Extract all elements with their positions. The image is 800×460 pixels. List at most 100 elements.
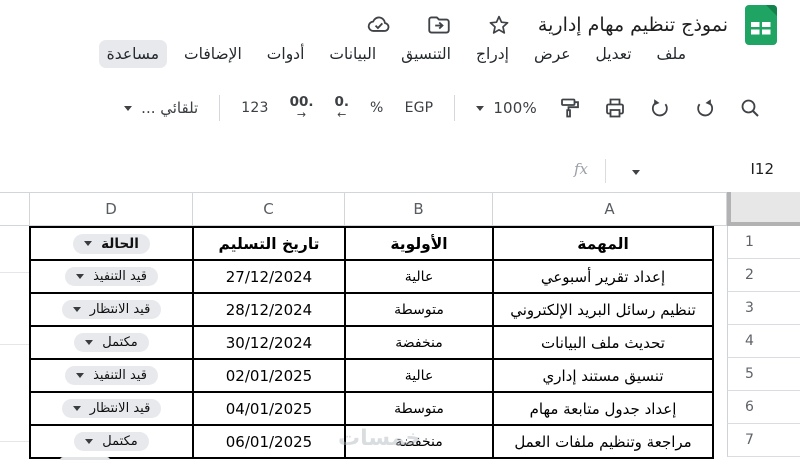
- due-date-cell[interactable]: 02/01/2025: [193, 359, 345, 392]
- priority-cell[interactable]: عالية: [345, 260, 493, 293]
- menu-view[interactable]: عرض: [533, 45, 571, 63]
- formula-bar: I12 fx: [0, 152, 800, 190]
- status-dropdown[interactable]: قيد التنفيذ: [65, 366, 158, 385]
- status-dropdown[interactable]: قيد الانتظار: [61, 300, 162, 319]
- header-priority-cell[interactable]: الأولوية: [345, 227, 493, 260]
- decrease-decimal-arrow-icon: ←: [337, 107, 347, 121]
- row-header-2[interactable]: 2: [727, 259, 800, 292]
- chevron-down-icon: [85, 439, 94, 444]
- status-cell[interactable]: مكتمل: [30, 425, 193, 458]
- status-cell[interactable]: قيد التنفيذ: [30, 359, 193, 392]
- status-label: مكتمل: [102, 434, 138, 449]
- priority-cell[interactable]: متوسطة: [345, 392, 493, 425]
- due-date-cell[interactable]: 30/12/2024: [193, 326, 345, 359]
- undo-icon[interactable]: [648, 96, 672, 120]
- status-dropdown[interactable]: مكتمل: [74, 432, 149, 451]
- gridline: [0, 344, 29, 345]
- cloud-saved-icon[interactable]: [366, 12, 392, 38]
- status-dropdown[interactable]: مكتمل: [74, 333, 149, 352]
- status-dropdown[interactable]: قيد التنفيذ: [65, 267, 158, 286]
- task-cell[interactable]: إعداد جدول متابعة مهام: [493, 392, 713, 425]
- task-cell[interactable]: إعداد تقرير أسبوعي: [493, 260, 713, 293]
- redo-icon[interactable]: [693, 96, 717, 120]
- status-label: قيد الانتظار: [89, 401, 151, 416]
- decrease-decimal-button[interactable]: .0 ←: [335, 96, 350, 120]
- row-header-3[interactable]: 3: [727, 292, 800, 325]
- chevron-down-icon[interactable]: [632, 170, 640, 175]
- move-to-folder-icon[interactable]: [426, 12, 452, 38]
- gridline: [0, 272, 29, 273]
- increase-decimal-button[interactable]: .00 →: [290, 96, 314, 120]
- status-cell[interactable]: قيد الانتظار: [30, 392, 193, 425]
- task-cell[interactable]: مراجعة وتنظيم ملفات العمل: [493, 425, 713, 458]
- decrease-decimal-label: .0: [334, 94, 350, 111]
- chevron-down-icon: [72, 406, 81, 411]
- due-date-cell[interactable]: 04/01/2025: [193, 392, 345, 425]
- column-header-row: D C B A: [0, 192, 727, 226]
- row-header-5[interactable]: 5: [727, 358, 800, 391]
- row-header-4[interactable]: 4: [727, 325, 800, 358]
- due-date-cell[interactable]: 06/01/2025: [193, 425, 345, 458]
- status-label: مكتمل: [102, 335, 138, 350]
- chevron-down-icon: [124, 105, 133, 111]
- menu-format[interactable]: التنسيق: [401, 45, 451, 63]
- task-cell[interactable]: تنظيم رسائل البريد الإلكتروني: [493, 293, 713, 326]
- title-bar: نموذج تنظيم مهام إدارية: [332, 2, 782, 48]
- task-cell[interactable]: تحديث ملف البيانات: [493, 326, 713, 359]
- increase-decimal-arrow-icon: →: [296, 107, 307, 121]
- task-cell[interactable]: تنسيق مستند إداري: [493, 359, 713, 392]
- menu-insert[interactable]: إدراج: [475, 45, 509, 63]
- menu-bar: ملف تعديل عرض إدراج التنسيق البيانات أدو…: [98, 40, 694, 68]
- column-header-partial[interactable]: [0, 193, 30, 225]
- menu-edit[interactable]: تعديل: [595, 45, 632, 63]
- menu-extensions[interactable]: الإضافات: [184, 45, 242, 63]
- due-date-cell[interactable]: 27/12/2024: [193, 260, 345, 293]
- row-header-7[interactable]: 7: [727, 424, 800, 457]
- currency-format-button[interactable]: EGP: [404, 100, 434, 116]
- status-dropdown-partial[interactable]: [60, 457, 110, 460]
- chevron-down-icon: [476, 105, 485, 111]
- number-format-button[interactable]: 123: [241, 100, 269, 116]
- font-selector[interactable]: تلقائي ...: [124, 99, 198, 117]
- status-cell[interactable]: قيد الانتظار: [30, 293, 193, 326]
- header-task-cell[interactable]: المهمة: [493, 227, 713, 260]
- status-label: قيد التنفيذ: [93, 368, 147, 383]
- menu-file[interactable]: ملف: [656, 45, 686, 63]
- percent-format-button[interactable]: %: [370, 100, 384, 116]
- row-header-1[interactable]: 1: [727, 226, 800, 259]
- header-due-date-cell[interactable]: تاريخ التسليم: [193, 227, 345, 260]
- sheets-logo-icon[interactable]: [740, 4, 782, 46]
- column-header-d[interactable]: D: [30, 193, 193, 225]
- column-header-a[interactable]: A: [493, 193, 727, 225]
- row-header-column: 1 2 3 4 5 6 7: [727, 226, 800, 457]
- zoom-control[interactable]: 100%: [476, 99, 537, 117]
- print-icon[interactable]: [603, 96, 627, 120]
- status-cell[interactable]: قيد التنفيذ: [30, 260, 193, 293]
- priority-cell[interactable]: متوسطة: [345, 293, 493, 326]
- status-dropdown[interactable]: الحالة: [73, 233, 150, 254]
- chevron-down-icon: [84, 241, 93, 246]
- menu-tools[interactable]: أدوات: [266, 45, 305, 63]
- row-header-6[interactable]: 6: [727, 391, 800, 424]
- cell-reference-box[interactable]: I12: [750, 160, 774, 178]
- column-header-c[interactable]: C: [193, 193, 345, 225]
- priority-cell[interactable]: منخفضة: [345, 425, 493, 458]
- search-icon[interactable]: [738, 96, 762, 120]
- paint-format-icon[interactable]: [558, 96, 582, 120]
- priority-cell[interactable]: عالية: [345, 359, 493, 392]
- formula-bar-separator: [605, 159, 606, 183]
- header-status-cell[interactable]: الحالة: [30, 227, 193, 260]
- priority-cell[interactable]: منخفضة: [345, 326, 493, 359]
- due-date-cell[interactable]: 28/12/2024: [193, 293, 345, 326]
- column-header-b[interactable]: B: [345, 193, 493, 225]
- font-name: تلقائي ...: [141, 99, 199, 117]
- star-icon[interactable]: [486, 12, 512, 38]
- toolbar: 100% EGP % .0 ← .00 → 123 تلقائي ...: [0, 86, 800, 130]
- zoom-level: 100%: [493, 99, 537, 117]
- document-title[interactable]: نموذج تنظيم مهام إدارية: [537, 14, 728, 36]
- status-cell[interactable]: مكتمل: [30, 326, 193, 359]
- select-all-corner[interactable]: [727, 192, 800, 226]
- menu-help[interactable]: مساعدة: [98, 40, 168, 68]
- menu-data[interactable]: البيانات: [329, 45, 377, 63]
- status-dropdown[interactable]: قيد الانتظار: [61, 399, 162, 418]
